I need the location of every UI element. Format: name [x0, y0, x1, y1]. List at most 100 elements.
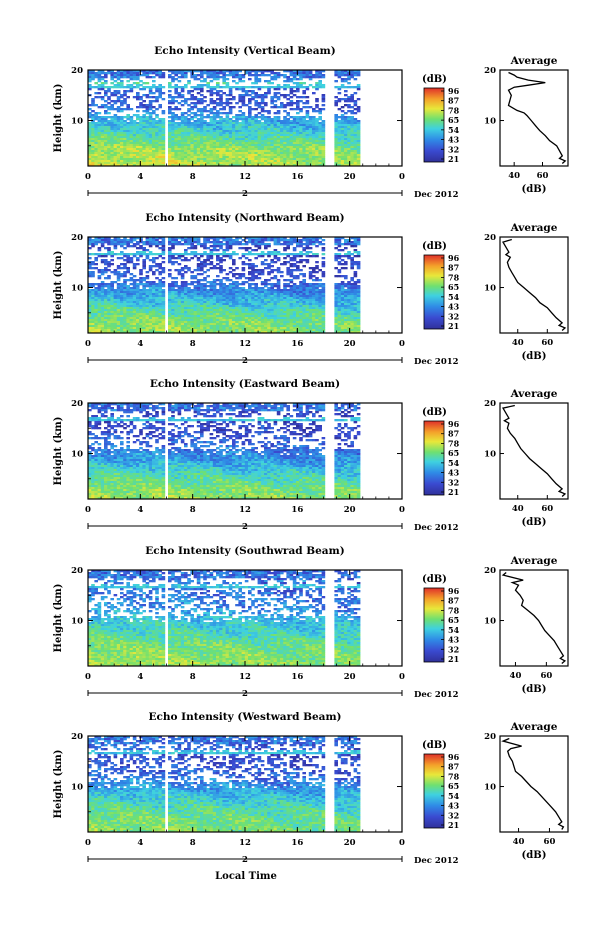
- heatmap: [88, 736, 361, 833]
- colorbar-tick-label: 43: [448, 635, 460, 645]
- x-tick-label: 4: [137, 672, 143, 682]
- average-y-tick-label: 20: [484, 732, 496, 742]
- day-label: 2: [242, 189, 248, 199]
- colorbar-tick-label: 54: [448, 625, 460, 635]
- colorbar-tick-label: 43: [448, 302, 460, 312]
- colorbar: [423, 420, 445, 496]
- heatmap: [88, 70, 361, 167]
- x-tick-label: 0: [399, 339, 405, 349]
- x-tick-label: 16: [291, 838, 303, 848]
- panel-title: Echo Intensity (Southwrad Beam): [145, 545, 344, 557]
- y-tick-label: 10: [71, 617, 83, 627]
- y-tick-label: 20: [71, 566, 83, 576]
- month-label: Dec 2012: [414, 357, 459, 367]
- average-y-tick-label: 20: [484, 566, 496, 576]
- colorbar-tick-label: 65: [448, 282, 459, 292]
- y-axis-label: Height (km): [53, 417, 64, 486]
- colorbar-unit: (dB): [422, 74, 447, 85]
- x-tick-label: 12: [239, 339, 251, 349]
- colorbar-tick-label: 65: [448, 448, 459, 458]
- colorbar: [423, 587, 445, 663]
- average-x-tick-label: 40: [512, 504, 524, 514]
- colorbar-tick-label: 21: [448, 820, 459, 830]
- colorbar-tick-label: 54: [448, 791, 460, 801]
- x-tick-label: 4: [137, 339, 143, 349]
- x-tick-label: 0: [399, 672, 405, 682]
- average-x-tick-label: 60: [541, 338, 553, 348]
- x-tick-label: 12: [239, 672, 251, 682]
- colorbar-tick-label: 87: [448, 429, 459, 439]
- colorbar-tick-label: 32: [448, 144, 459, 154]
- x-axis-label: Local Time: [215, 871, 277, 882]
- colorbar-tick-label: 87: [448, 263, 459, 273]
- average-x-tick-label: 60: [537, 171, 549, 181]
- average-y-tick-label: 10: [484, 783, 496, 793]
- colorbar-tick-label: 96: [448, 86, 460, 96]
- x-tick-label: 20: [344, 505, 356, 515]
- colorbar-tick-label: 21: [448, 654, 459, 664]
- colorbar-tick-label: 96: [448, 419, 460, 429]
- x-tick-label: 0: [399, 838, 405, 848]
- colorbar: [423, 87, 445, 163]
- x-tick-label: 8: [190, 172, 196, 182]
- colorbar-tick-label: 96: [448, 253, 460, 263]
- y-tick-label: 10: [71, 284, 83, 294]
- colorbar-tick-label: 54: [448, 292, 460, 302]
- panel-title: Echo Intensity (Vertical Beam): [154, 45, 335, 57]
- day-label: 2: [242, 689, 248, 699]
- colorbar-tick-label: 65: [448, 115, 459, 125]
- month-label: Dec 2012: [414, 856, 459, 866]
- y-tick-label: 20: [71, 66, 83, 76]
- colorbar-tick-label: 96: [448, 752, 460, 762]
- x-tick-label: 0: [85, 339, 91, 349]
- x-tick-label: 4: [137, 172, 143, 182]
- average-frame: [499, 69, 569, 167]
- y-axis-label: Height (km): [53, 84, 64, 153]
- average-y-tick-label: 20: [484, 66, 496, 76]
- x-tick-label: 16: [291, 672, 303, 682]
- colorbar: [423, 254, 445, 330]
- panel-2: Echo Intensity (Northward Beam)0 4 8 12 16 20…: [53, 212, 569, 367]
- average-y-tick-label: 10: [484, 450, 496, 460]
- x-tick-label: 8: [190, 838, 196, 848]
- average-y-tick-label: 10: [484, 117, 496, 127]
- average-profile-line: [507, 71, 567, 164]
- heatmap: [88, 237, 361, 334]
- colorbar-tick-label: 21: [448, 321, 459, 331]
- x-tick-label: 0: [399, 172, 405, 182]
- x-tick-label: 8: [190, 339, 196, 349]
- day-label: 2: [242, 522, 248, 532]
- average-y-tick-label: 20: [484, 399, 496, 409]
- average-x-tick-label: 40: [508, 171, 520, 181]
- colorbar-tick-label: 78: [448, 771, 460, 781]
- y-axis-label: Height (km): [53, 750, 64, 819]
- average-x-tick-label: 60: [544, 837, 556, 847]
- x-tick-label: 4: [137, 505, 143, 515]
- x-tick-label: 0: [85, 838, 91, 848]
- day-label: 2: [242, 855, 248, 865]
- panel-3: Echo Intensity (Eastward Beam) 0 4 8 12 16 20 0…: [53, 378, 569, 533]
- average-title: Average: [510, 222, 558, 234]
- x-tick-label: 16: [291, 339, 303, 349]
- average-x-tick-label: 60: [541, 504, 553, 514]
- x-tick-label: 8: [190, 505, 196, 515]
- colorbar-tick-label: 87: [448, 96, 459, 106]
- colorbar-tick-label: 54: [448, 125, 460, 135]
- average-x-label: (dB): [522, 517, 547, 528]
- x-tick-label: 12: [239, 172, 251, 182]
- y-axis-label: Height (km): [53, 251, 64, 320]
- x-tick-label: 16: [291, 505, 303, 515]
- x-tick-label: 0: [85, 505, 91, 515]
- x-tick-label: 0: [85, 172, 91, 182]
- colorbar-tick-label: 65: [448, 781, 459, 791]
- colorbar-tick-label: 43: [448, 135, 460, 145]
- average-x-label: (dB): [522, 184, 547, 195]
- x-tick-label: 20: [344, 172, 356, 182]
- x-tick-label: 4: [137, 838, 143, 848]
- average-x-tick-label: 40: [512, 338, 524, 348]
- panel-title: Echo Intensity (Eastward Beam): [150, 378, 340, 390]
- colorbar-tick-label: 32: [448, 810, 459, 820]
- x-tick-label: 12: [239, 505, 251, 515]
- average-profile-line: [501, 404, 567, 497]
